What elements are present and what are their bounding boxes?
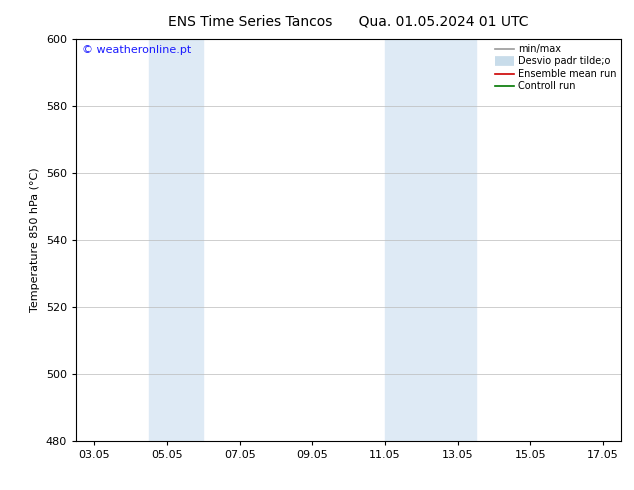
Bar [385,39,476,441]
Bar [149,39,204,441]
Legend: min/max, Desvio padr tilde;o, Ensemble mean run, Controll run: min/max, Desvio padr tilde;o, Ensemble m… [493,42,618,93]
Y-axis label: Temperature 850 hPa (°C): Temperature 850 hPa (°C) [30,168,40,313]
Text: ENS Time Series Tancos      Qua. 01.05.2024 01 UTC: ENS Time Series Tancos Qua. 01.05.2024 0… [169,15,529,29]
Text: © weatheronline.pt: © weatheronline.pt [82,45,191,55]
